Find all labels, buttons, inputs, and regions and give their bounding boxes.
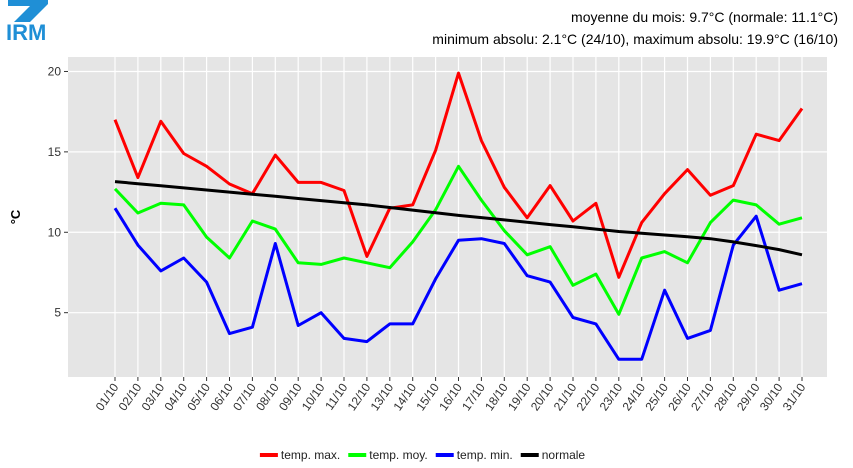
x-tick-label: 11/10 [322,380,350,412]
x-tick-label: 13/10 [368,380,397,413]
x-tick-label: 04/10 [161,380,190,413]
x-tick-label: 01/10 [93,380,122,413]
logo: IRM [6,0,48,45]
x-tick-label: 18/10 [482,380,511,413]
legend-item: normale [520,448,586,462]
series-line [113,207,803,361]
y-tick-label: 20 [48,64,62,78]
x-tick-label: 17/10 [459,380,488,413]
x-tick-label: 07/10 [230,380,259,413]
x-tick-label: 06/10 [207,380,236,413]
x-tick-label: 16/10 [436,380,465,413]
x-tick-label: 21/10 [551,380,580,413]
x-tick-label: 23/10 [597,380,626,413]
logo-mark [8,0,48,22]
series-line [114,180,803,257]
x-tick-label: 15/10 [413,380,442,413]
y-axis-label: °C [8,209,23,224]
x-tick-label: 08/10 [253,380,282,413]
y-tick-label: 5 [54,306,61,320]
x-tick-label: 28/10 [711,380,740,413]
legend-label: temp. max. [281,448,340,462]
x-tick-label: 31/10 [780,380,809,413]
x-tick-label: 26/10 [665,380,694,413]
legend: temp. max. temp. moy. temp. min. normale [259,448,586,462]
y-tick-label: 15 [48,145,62,159]
y-tick-label: 10 [48,225,62,239]
x-tick-label: 05/10 [184,380,213,413]
x-tick-label: 02/10 [116,380,145,413]
legend-item: temp. moy. [348,448,428,462]
legend-item: temp. max. [259,448,340,462]
x-tick-label: 20/10 [528,380,557,413]
x-tick-label: 03/10 [139,380,168,413]
series-line [113,71,804,279]
series-line [113,164,803,316]
legend-label: temp. min. [457,448,513,462]
annotation: minimum absolu: 2.1°C (24/10), maximum a… [432,31,838,47]
x-tick-label: 19/10 [505,380,534,413]
annotation: moyenne du mois: 9.7°C (normale: 11.1°C) [571,9,838,25]
legend-item: temp. min. [435,448,513,462]
x-tick-label: 09/10 [276,380,305,413]
x-tick-label: 10/10 [299,380,328,413]
x-tick-label: 25/10 [642,380,671,413]
x-tick-label: 30/10 [757,380,786,413]
x-tick-label: 14/10 [390,380,419,413]
x-tick-label: 27/10 [688,380,717,413]
logo-text: IRM [6,20,46,45]
x-tick-label: 22/10 [574,380,603,413]
legend-label: temp. moy. [369,448,427,462]
legend-label: normale [542,448,586,462]
x-tick-label: 12/10 [345,380,374,413]
x-tick-label: 24/10 [619,380,648,413]
x-tick-label: 29/10 [734,380,763,413]
